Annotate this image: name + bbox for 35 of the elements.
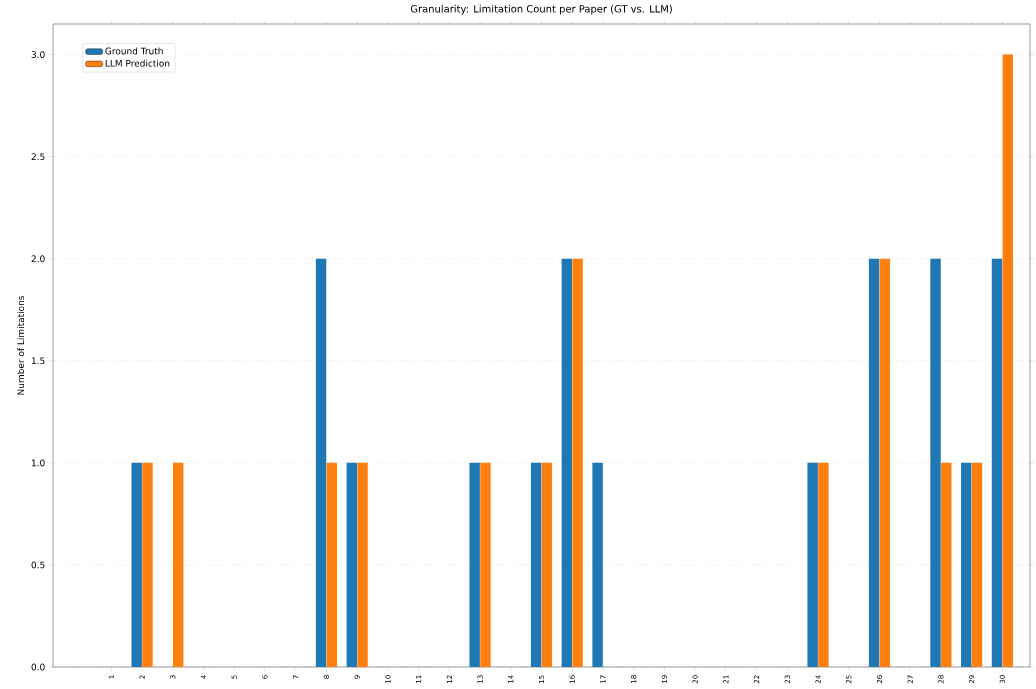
bar (868, 258, 880, 667)
bar (807, 462, 818, 667)
y-tick-label: 2.5 (31, 153, 45, 161)
y-tick-label: 2.0 (31, 255, 45, 263)
bar (480, 462, 491, 667)
bar (541, 462, 553, 667)
y-tick-label: 3.0 (31, 51, 45, 58)
legend-label: LLM Prediction (105, 59, 170, 67)
bar (941, 462, 952, 667)
bar (572, 258, 583, 667)
bar (315, 258, 327, 667)
bar (172, 462, 184, 667)
bar (818, 462, 829, 667)
bar (971, 462, 983, 667)
bar (469, 462, 480, 667)
y-tick-label: 1.5 (31, 357, 45, 365)
bar (592, 462, 603, 667)
legend-label: Ground Truth (105, 47, 163, 55)
bar (561, 258, 573, 667)
bar (142, 462, 153, 667)
bar (879, 258, 891, 667)
bar (961, 462, 972, 667)
bar (346, 462, 357, 667)
bar (530, 462, 542, 667)
bar (357, 462, 368, 667)
bar (326, 462, 338, 667)
y-tick-label: 0.0 (31, 663, 45, 671)
bar (930, 258, 941, 667)
bar (131, 462, 142, 667)
bar (991, 258, 1003, 667)
chart-title: Granularity: Limitation Count per Paper (GT vs. LLM) (410, 4, 672, 15)
y-tick-label: 0.5 (31, 561, 45, 569)
y-axis-title: Number of Limitations (17, 295, 25, 395)
bar (1002, 54, 1013, 667)
y-tick-label: 1.0 (31, 459, 45, 467)
